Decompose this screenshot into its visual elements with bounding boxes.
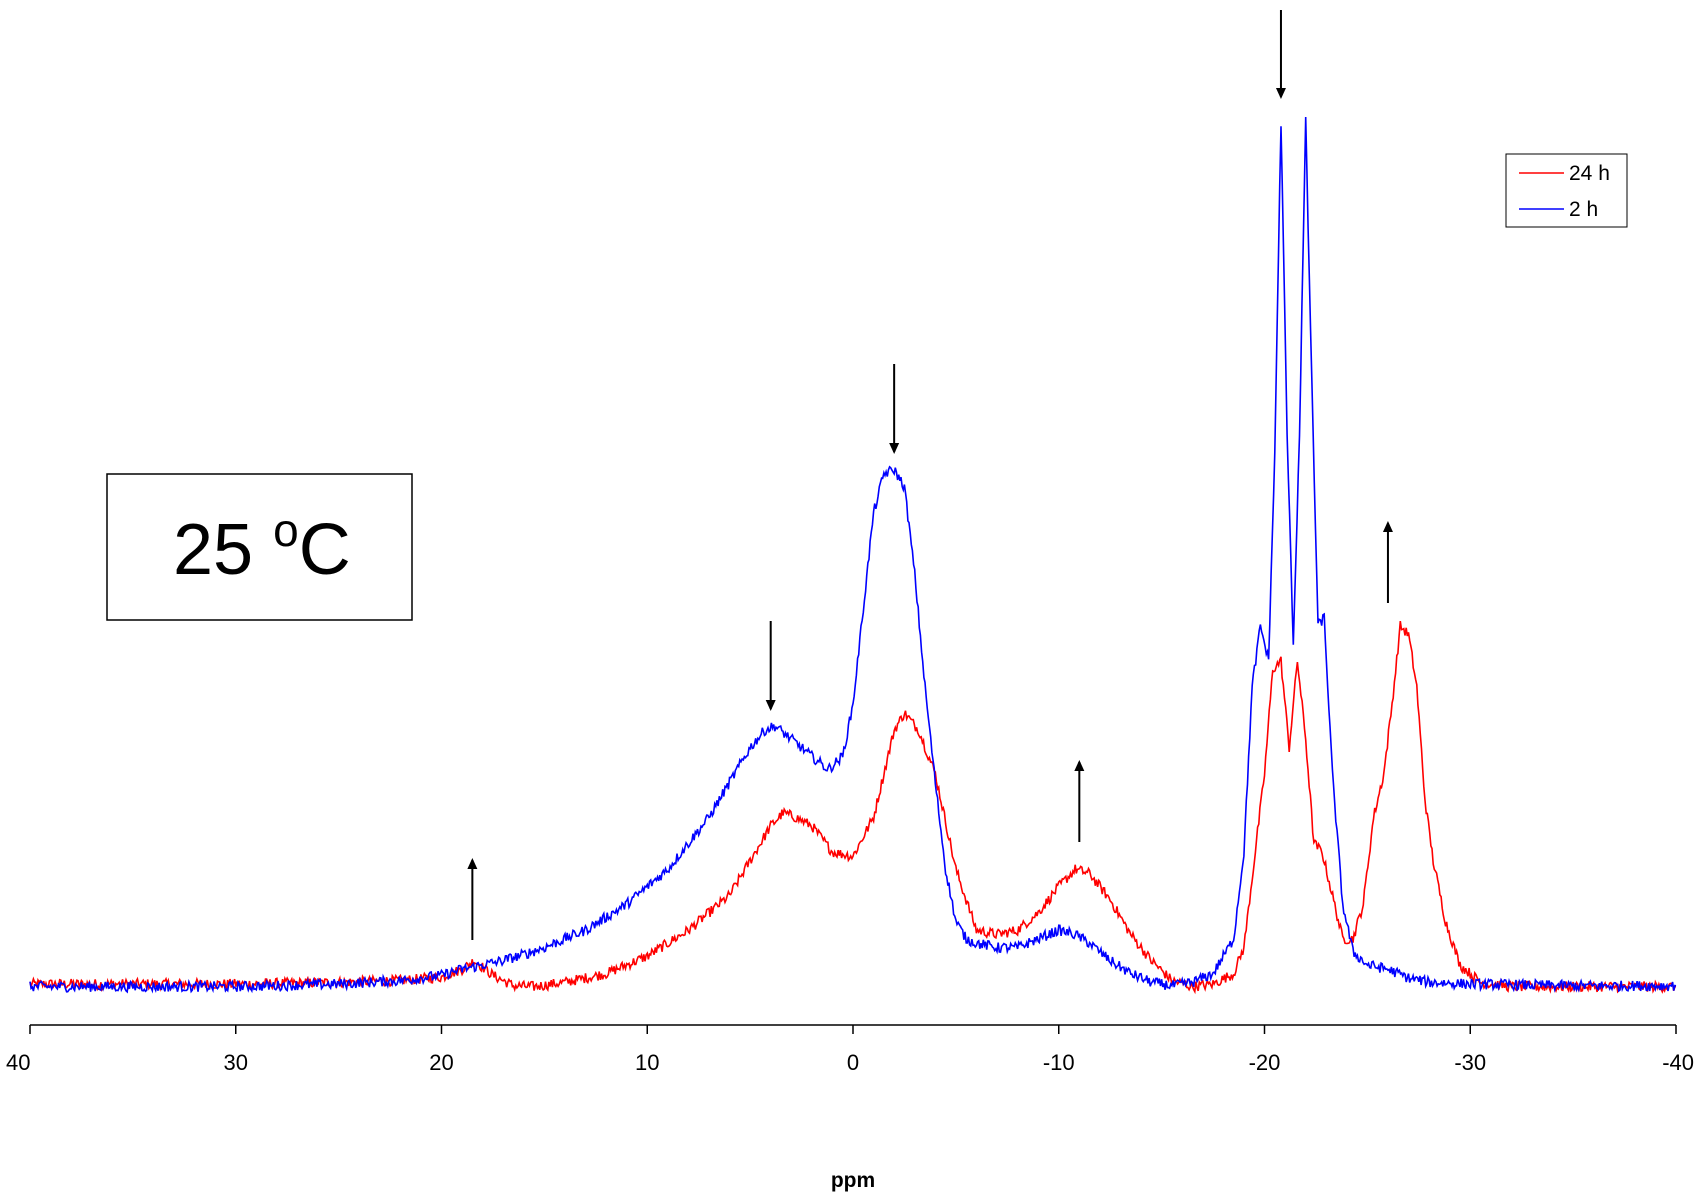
temperature-label: 25 oC (173, 504, 351, 590)
arrow-head (1382, 521, 1393, 532)
x-tick-label: 10 (635, 1050, 659, 1075)
arrow-head (765, 700, 776, 711)
temperature-box (106, 473, 413, 621)
legend: 24 h 2 h (1505, 153, 1628, 228)
legend-box (1505, 153, 1628, 228)
arrow-head (1074, 760, 1085, 771)
x-tick-label: -20 (1249, 1050, 1281, 1075)
x-tick-label: 40 (6, 1050, 30, 1075)
arrow-head (1275, 88, 1286, 99)
temperature-value: 25 (173, 510, 273, 590)
series-layer (29, 116, 1677, 995)
temperature-degree-superscript: o (273, 504, 299, 556)
legend-label-2h: 2 h (1569, 198, 1598, 221)
x-tick-label: -30 (1454, 1050, 1486, 1075)
temperature-annotation: 25 oC (106, 473, 413, 621)
series-line-2h (29, 116, 1677, 994)
temperature-unit: C (299, 510, 351, 590)
arrow-head (467, 858, 478, 869)
annotation-arrows (467, 10, 1393, 940)
x-axis-title: ppm (831, 1169, 875, 1192)
x-tick-label: 30 (224, 1050, 248, 1075)
x-tick-label: -10 (1043, 1050, 1075, 1075)
series-line-24h (29, 620, 1677, 995)
arrow-head (889, 443, 900, 454)
x-tick-label: 20 (429, 1050, 453, 1075)
legend-label-24h: 24 h (1569, 162, 1610, 185)
x-tick-label: -40 (1662, 1050, 1694, 1075)
x-axis: 40 30 20 10 0 -10 -20 -30 -40 (6, 1024, 1694, 1075)
x-tick-label: 0 (847, 1050, 859, 1075)
